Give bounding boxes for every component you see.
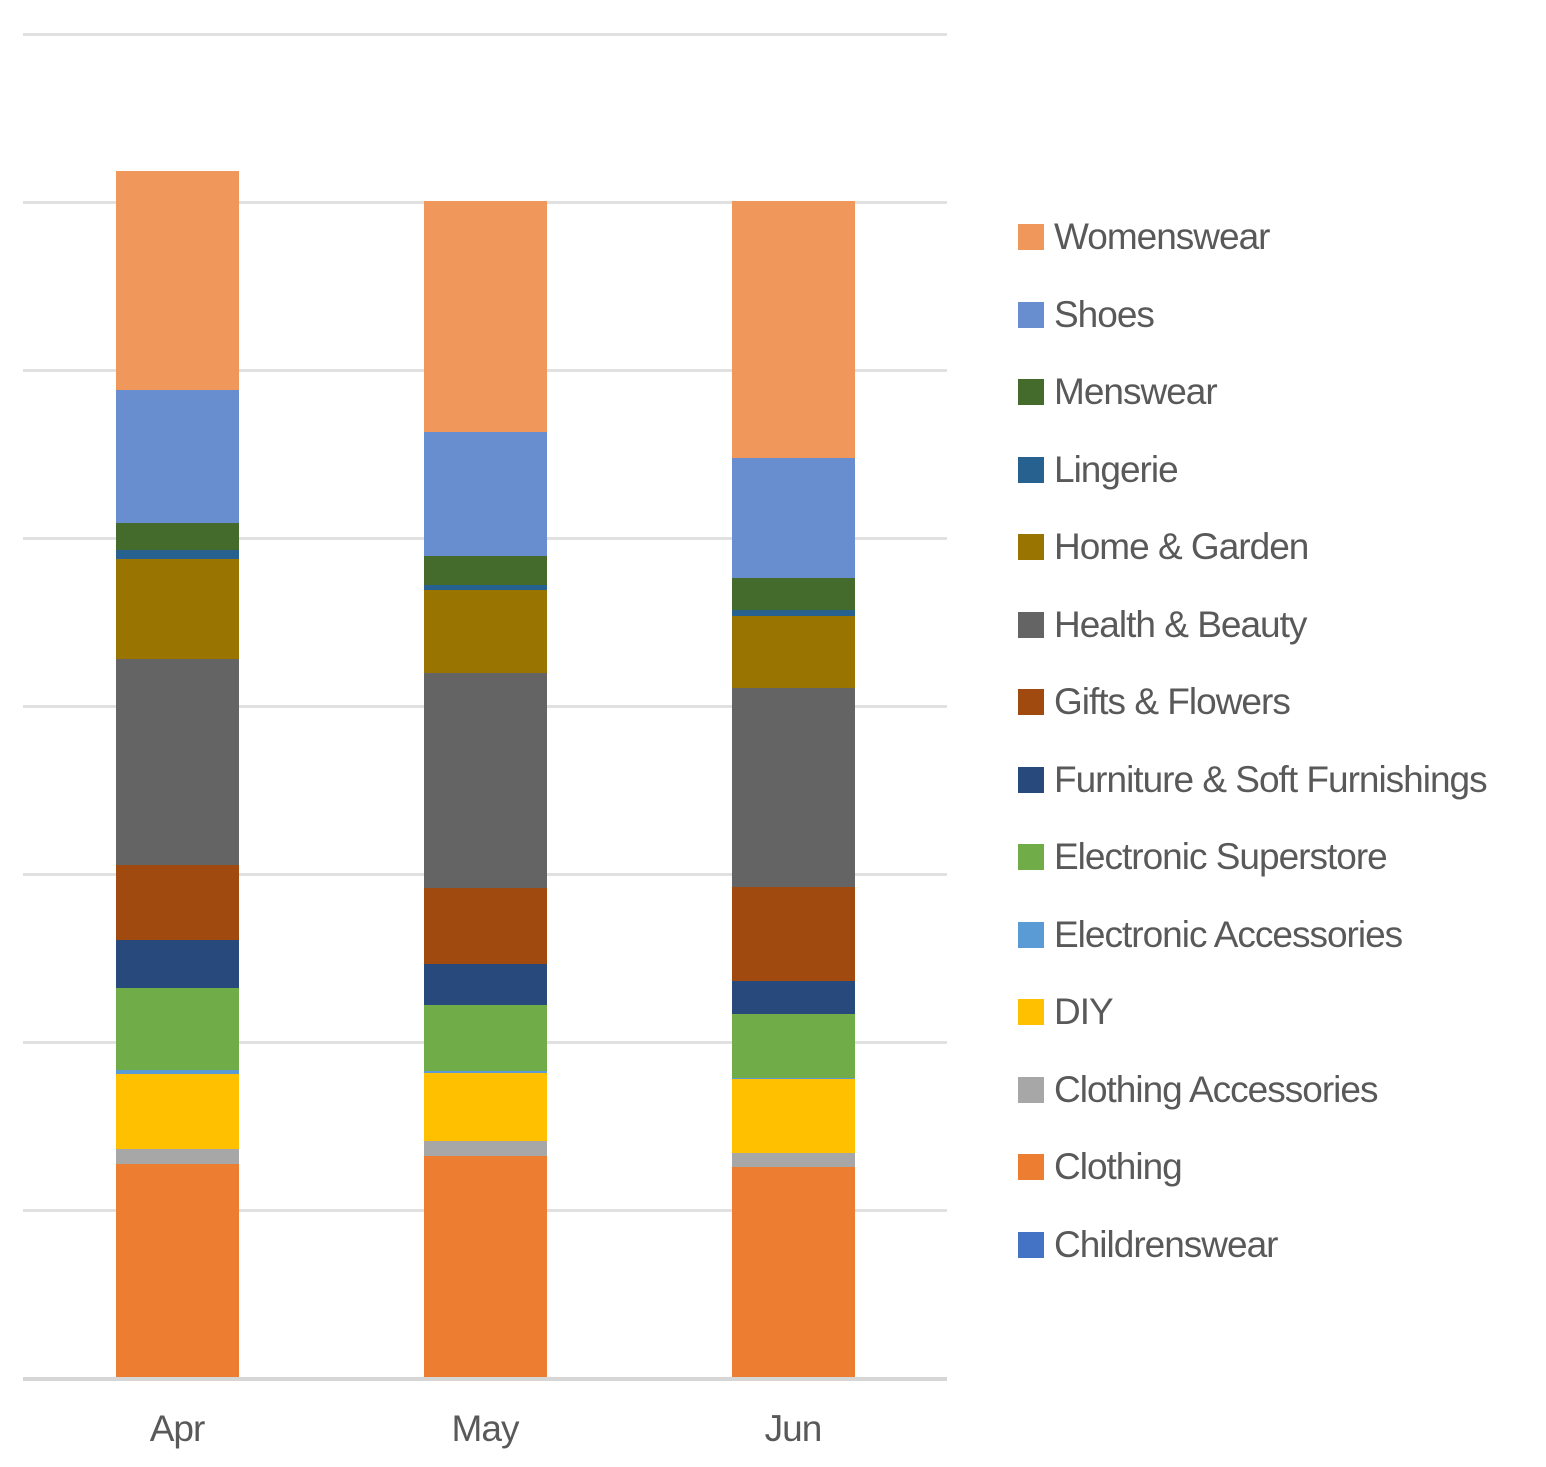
legend-swatch-clothing	[1018, 1154, 1044, 1180]
legend-swatch-electronic-accessories	[1018, 921, 1044, 948]
bar-segment-apr-health-and-beauty	[115, 658, 239, 865]
legend-item-menswear: Menswear	[1018, 371, 1218, 412]
legend-item-electronic-accessories: Electronic Accessories	[1018, 913, 1403, 955]
bar-segment-apr-clothing	[115, 1163, 239, 1378]
legend-label: Menswear	[1054, 371, 1218, 412]
bar-segment-apr-electronic-accessories	[115, 1069, 239, 1074]
legend-swatch-lingerie	[1018, 456, 1044, 483]
legend-label: Lingerie	[1054, 448, 1179, 490]
legend-item-shoes: Shoes	[1018, 293, 1155, 335]
bar-segment-may-health-and-beauty	[423, 672, 547, 889]
bar-segment-apr-furniture-and-soft-furnishings	[115, 940, 239, 989]
bar-segment-apr-gifts-and-flowers	[115, 864, 239, 941]
bar-segment-jun-lingerie	[731, 609, 855, 616]
gridline	[23, 32, 947, 36]
bar-segment-may-gifts-and-flowers	[423, 888, 547, 965]
legend-item-clothing: Clothing	[1018, 1146, 1183, 1187]
legend-swatch-childrenswear	[1018, 1231, 1044, 1258]
legend-label: Home & Garden	[1054, 526, 1309, 567]
bar-segment-may-clothing-accessories	[423, 1141, 547, 1156]
legend-label: Clothing Accessories	[1054, 1068, 1378, 1110]
legend-swatch-gifts-and-flowers	[1018, 689, 1044, 715]
legend-item-health-and-beauty: Health & Beauty	[1018, 603, 1307, 645]
bar-segment-jun-electronic-accessories	[731, 1077, 855, 1080]
legend-label: Electronic Accessories	[1054, 913, 1403, 955]
bar-segment-may-furniture-and-soft-furnishings	[423, 964, 547, 1005]
bar-segment-apr-shoes	[115, 389, 239, 523]
legend-item-home-and-garden: Home & Garden	[1018, 526, 1309, 567]
legend-label: Furniture & Soft Furnishings	[1054, 758, 1488, 800]
legend-swatch-home-and-garden	[1018, 534, 1044, 560]
legend-item-clothing-accessories: Clothing Accessories	[1018, 1068, 1378, 1110]
bar-segment-may-menswear	[423, 556, 547, 585]
x-axis-label-jun: Jun	[764, 1408, 823, 1449]
legend-swatch-health-and-beauty	[1018, 611, 1044, 638]
bar-segment-jun-menswear	[731, 578, 855, 610]
bar-segment-jun-clothing	[731, 1167, 855, 1378]
bar-segment-jun-furniture-and-soft-furnishings	[731, 981, 855, 1014]
bar-segment-apr-clothing-accessories	[115, 1149, 239, 1164]
x-axis-label-may: May	[451, 1408, 520, 1449]
bar-segment-may-clothing	[423, 1155, 547, 1378]
bar-segment-apr-diy	[115, 1073, 239, 1150]
bar-segment-may-electronic-accessories	[423, 1070, 547, 1073]
bar-segment-jun-gifts-and-flowers	[731, 886, 855, 982]
bar-segment-jun-shoes	[731, 457, 855, 579]
bar-segment-apr-lingerie	[115, 550, 239, 560]
bar-segment-jun-health-and-beauty	[731, 687, 855, 887]
bar-segment-apr-womenswear	[115, 171, 239, 390]
bar-segment-may-diy	[423, 1072, 547, 1142]
bar-segment-may-lingerie	[423, 584, 547, 591]
bar-segment-apr-menswear	[115, 522, 239, 551]
legend-label: Childrenswear	[1054, 1223, 1278, 1265]
legend-item-gifts-and-flowers: Gifts & Flowers	[1018, 681, 1291, 722]
legend-item-womenswear: Womenswear	[1018, 216, 1271, 257]
legend-item-furniture-and-soft-furnishings: Furniture & Soft Furnishings	[1018, 758, 1488, 800]
x-axis-label-apr: Apr	[149, 1408, 206, 1449]
legend-item-childrenswear: Childrenswear	[1018, 1223, 1278, 1265]
legend-label: Health & Beauty	[1054, 603, 1307, 645]
x-axis-line	[23, 1377, 947, 1381]
bar-segment-apr-electronic-superstore	[115, 988, 239, 1070]
legend-item-diy: DIY	[1018, 991, 1114, 1032]
legend-label: Gifts & Flowers	[1054, 681, 1291, 722]
bar-segment-jun-home-and-garden	[731, 615, 855, 688]
bar-segment-jun-clothing-accessories	[731, 1152, 855, 1168]
legend-label: Womenswear	[1054, 216, 1271, 257]
legend-item-electronic-superstore: Electronic Superstore	[1018, 836, 1388, 877]
bar-segment-may-home-and-garden	[423, 590, 547, 673]
legend-swatch-shoes	[1018, 301, 1044, 328]
legend-label: Electronic Superstore	[1054, 836, 1388, 877]
legend-swatch-electronic-superstore	[1018, 844, 1044, 870]
legend-label: Shoes	[1054, 293, 1155, 335]
legend-swatch-clothing-accessories	[1018, 1076, 1044, 1103]
legend-swatch-furniture-and-soft-furnishings	[1018, 766, 1044, 793]
legend-swatch-menswear	[1018, 379, 1044, 405]
bar-segment-jun-diy	[731, 1079, 855, 1153]
bar-segment-apr-home-and-garden	[115, 559, 239, 659]
legend-label: DIY	[1054, 991, 1114, 1032]
bar-segment-jun-womenswear	[731, 200, 855, 458]
bar-segment-may-shoes	[423, 431, 547, 557]
legend-swatch-diy	[1018, 999, 1044, 1025]
legend-item-lingerie: Lingerie	[1018, 448, 1179, 490]
legend-swatch-womenswear	[1018, 224, 1044, 250]
bar-segment-may-electronic-superstore	[423, 1004, 547, 1071]
bar-segment-may-womenswear	[423, 200, 547, 432]
legend-label: Clothing	[1054, 1146, 1183, 1187]
bar-segment-jun-electronic-superstore	[731, 1013, 855, 1078]
